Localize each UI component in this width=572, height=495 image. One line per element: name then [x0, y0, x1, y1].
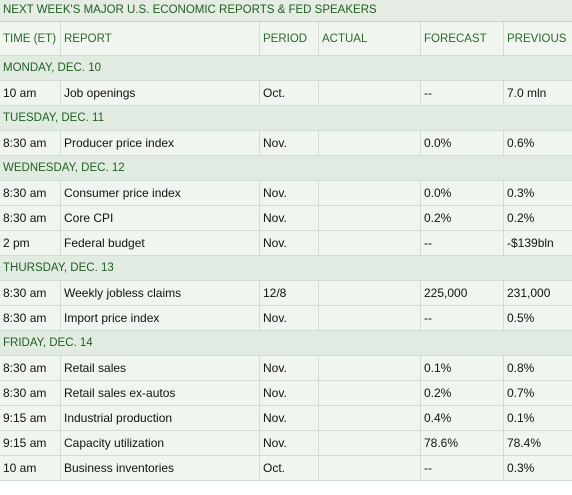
column-header-actual: ACTUAL [319, 22, 421, 55]
table-row: 10 am Job openings Oct. -- 7.0 mln [0, 81, 572, 106]
cell-report: Job openings [61, 81, 260, 105]
day-header: MONDAY, DEC. 10 [0, 56, 572, 81]
cell-previous: -$139bln [507, 236, 554, 250]
cell-previous: 0.2% [507, 211, 535, 225]
column-header-report: REPORT [61, 22, 260, 55]
cell-period: Oct. [260, 81, 319, 105]
cell-previous: 231,000 [507, 286, 551, 300]
cell-time: 8:30 am [0, 281, 61, 305]
cell-period: Nov. [260, 381, 319, 405]
cell-actual [319, 431, 421, 455]
table-row: 8:30 am Producer price index Nov. 0.0% 0.6% [0, 131, 572, 156]
cell-report: Weekly jobless claims [61, 281, 260, 305]
day-header: FRIDAY, DEC. 14 [0, 331, 572, 356]
cell-previous: 7.0 mln [507, 86, 547, 100]
cell-previous: 0.8% [507, 361, 535, 375]
cell-time: 8:30 am [0, 206, 61, 230]
cell-actual [319, 181, 421, 205]
cell-actual [319, 206, 421, 230]
cell-report: Retail sales [61, 356, 260, 380]
cell-period: Nov. [260, 206, 319, 230]
cell-time: 9:15 am [0, 406, 61, 430]
cell-report: Consumer price index [61, 181, 260, 205]
cell-report: Capacity utilization [61, 431, 260, 455]
cell-previous: 0.3% [507, 186, 535, 200]
cell-forecast: 0.2% [421, 381, 504, 405]
table-row: 8:30 am Consumer price index Nov. 0.0% 0.3% [0, 181, 572, 206]
cell-actual [319, 356, 421, 380]
column-header-forecast: FORECAST [421, 22, 504, 55]
cell-time: 9:15 am [0, 431, 61, 455]
day-header: TUESDAY, DEC. 11 [0, 106, 572, 131]
cell-time: 8:30 am [0, 131, 61, 155]
cell-time: 8:30 am [0, 181, 61, 205]
column-header-previous: PREVIOUS [507, 32, 567, 45]
table-row: 10 am Business inventories Oct. -- 0.3% [0, 456, 572, 481]
cell-report: Retail sales ex-autos [61, 381, 260, 405]
cell-period: Nov. [260, 431, 319, 455]
table-title: NEXT WEEK'S MAJOR U.S. ECONOMIC REPORTS … [0, 0, 572, 22]
cell-report: Core CPI [61, 206, 260, 230]
table-row: 9:15 am Capacity utilization Nov. 78.6% 78.4… [0, 431, 572, 456]
cell-time: 8:30 am [0, 306, 61, 330]
cell-period: Nov. [260, 406, 319, 430]
cell-report: Industrial production [61, 406, 260, 430]
cell-forecast: -- [421, 306, 504, 330]
cell-forecast: -- [421, 231, 504, 255]
cell-time: 10 am [0, 456, 61, 480]
cell-time: 8:30 am [0, 356, 61, 380]
cell-previous: 0.7% [507, 386, 535, 400]
cell-actual [319, 406, 421, 430]
cell-period: Nov. [260, 306, 319, 330]
cell-period: Nov. [260, 181, 319, 205]
cell-report: Federal budget [61, 231, 260, 255]
cell-forecast: 0.0% [421, 131, 504, 155]
column-header-row: TIME (ET) REPORT PERIOD ACTUAL FORECAST … [0, 22, 572, 56]
cell-actual [319, 381, 421, 405]
cell-time: 10 am [0, 81, 61, 105]
table-row: 8:30 am Import price index Nov. -- 0.5% [0, 306, 572, 331]
cell-forecast: -- [421, 456, 504, 480]
cell-actual [319, 456, 421, 480]
cell-forecast: 0.2% [421, 206, 504, 230]
cell-actual [319, 131, 421, 155]
cell-forecast: 225,000 [421, 281, 504, 305]
cell-forecast: 0.0% [421, 181, 504, 205]
cell-previous: 0.5% [507, 311, 535, 325]
cell-previous: 78.4% [507, 436, 542, 450]
cell-forecast: 78.6% [421, 431, 504, 455]
cell-previous: 0.1% [507, 411, 535, 425]
cell-forecast: -- [421, 81, 504, 105]
column-header-time: TIME (ET) [0, 22, 61, 55]
table-row: 8:30 am Retail sales Nov. 0.1% 0.8% [0, 356, 572, 381]
table-row: 9:15 am Industrial production Nov. 0.4% 0.1% [0, 406, 572, 431]
table-body: MONDAY, DEC. 10 10 am Job openings Oct. -- 7.… [0, 56, 572, 481]
table-row: 2 pm Federal budget Nov. -- -$139bln [0, 231, 572, 256]
cell-period: Nov. [260, 231, 319, 255]
cell-time: 8:30 am [0, 381, 61, 405]
cell-period: Nov. [260, 356, 319, 380]
cell-previous: 0.3% [507, 461, 535, 475]
column-header-period: PERIOD [260, 22, 319, 55]
cell-forecast: 0.4% [421, 406, 504, 430]
table-row: 8:30 am Core CPI Nov. 0.2% 0.2% [0, 206, 572, 231]
cell-actual [319, 81, 421, 105]
cell-period: Nov. [260, 131, 319, 155]
cell-period: Oct. [260, 456, 319, 480]
cell-actual [319, 231, 421, 255]
cell-actual [319, 306, 421, 330]
cell-forecast: 0.1% [421, 356, 504, 380]
cell-previous: 0.6% [507, 136, 535, 150]
day-header: THURSDAY, DEC. 13 [0, 256, 572, 281]
cell-actual [319, 281, 421, 305]
table-row: 8:30 am Weekly jobless claims 12/8 225,000 2… [0, 281, 572, 306]
cell-time: 2 pm [0, 231, 61, 255]
cell-report: Business inventories [61, 456, 260, 480]
cell-period: 12/8 [260, 281, 319, 305]
cell-report: Import price index [61, 306, 260, 330]
cell-report: Producer price index [61, 131, 260, 155]
table-row: 8:30 am Retail sales ex-autos Nov. 0.2% 0.7% [0, 381, 572, 406]
day-header: WEDNESDAY, DEC. 12 [0, 156, 572, 181]
